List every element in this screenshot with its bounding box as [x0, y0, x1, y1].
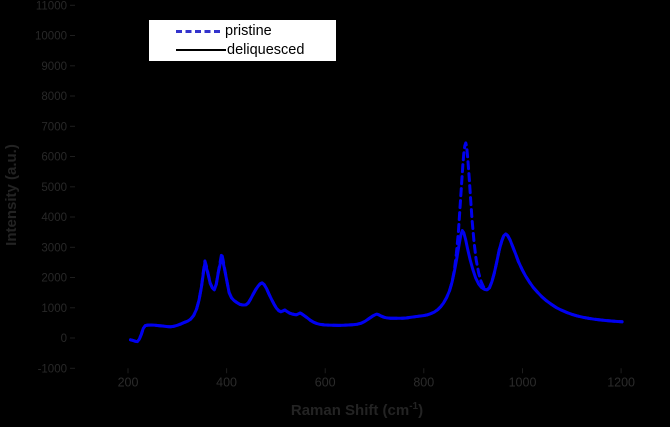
pristine-dashed-line-sample [176, 29, 220, 33]
x-tick-label: 1200 [607, 375, 635, 389]
deliquesced-solid-line-sample [176, 49, 226, 51]
x-tick-label: 200 [118, 375, 139, 389]
y-tick-label: 6000 [41, 152, 67, 164]
y-axis-title: Intensity (a.u.) [3, 144, 20, 246]
deliquesced-series-line [129, 229, 624, 344]
y-tick-label: 3000 [41, 242, 67, 254]
y-tick-label: 5000 [41, 182, 67, 194]
x-tick-label: 800 [413, 375, 434, 389]
y-tick-label: 4000 [41, 212, 67, 224]
y-tick-label: -1000 [38, 363, 67, 375]
y-tick-label: 0 [61, 333, 67, 345]
legend-label-pristine: pristine [225, 23, 272, 39]
y-tick-label: 8000 [41, 91, 67, 103]
x-axis-title-superscript: -1 [409, 401, 419, 412]
y-tick-label: 2000 [41, 273, 67, 285]
x-axis-title-main: Raman Shift (cm [290, 402, 410, 419]
x-axis-title-close: ) [418, 402, 424, 419]
y-tick-label: 7000 [41, 121, 67, 133]
x-tick-label: 1000 [509, 375, 537, 389]
x-axis-title: Raman Shift (cm-1) [237, 401, 477, 419]
legend: pristine deliquesced [147, 18, 338, 63]
legend-item-pristine: pristine [176, 23, 336, 40]
y-tick-label: 10000 [35, 31, 67, 43]
y-tick-label: 1000 [41, 303, 67, 315]
x-tick-label: 600 [315, 375, 336, 389]
legend-item-deliquesced: deliquesced [176, 42, 336, 59]
legend-label-deliquesced: deliquesced [227, 42, 305, 58]
y-tick-label: 11000 [36, 0, 67, 12]
x-tick-label: 400 [216, 375, 237, 389]
y-tick-label: 9000 [41, 61, 67, 73]
